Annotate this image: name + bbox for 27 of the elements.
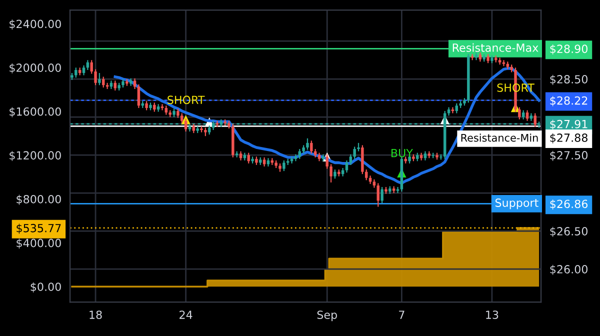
y-tick-label: $800.00: [16, 194, 61, 205]
y2-tick-label: $26.86: [550, 200, 588, 210]
y2-tick-label: $28.22: [550, 96, 588, 106]
y2-tick-label: $26.00: [550, 264, 588, 275]
data-label: SHORT: [168, 96, 205, 104]
ref-line-label: Support: [495, 198, 538, 210]
legend-label: Resistance-Min: [461, 134, 538, 142]
data-label: BUY: [392, 149, 413, 158]
y2-tick-label: $27.50: [550, 150, 588, 161]
ref-line-label: Resistance-Max: [452, 43, 538, 52]
y2-tick-label: $28.50: [550, 74, 588, 85]
y2-tick-label: $26.50: [550, 226, 588, 237]
y-tick-label: $535.77: [16, 224, 61, 234]
y-tick-label: $2000.00: [10, 63, 61, 74]
y2-tick-label: $28.90: [550, 44, 588, 55]
x-tick-label: Sep: [317, 310, 337, 322]
x-tick-label: 7: [399, 310, 404, 319]
y-tick-label: $0.00: [30, 282, 61, 292]
y-tick-label: $400.00: [16, 238, 61, 249]
x-tick-label: 18: [90, 310, 102, 319]
y-tick-label: $2400.00: [10, 20, 61, 30]
x-tick-label: 24: [180, 310, 192, 319]
y2-tick-label: $27.91: [550, 120, 588, 130]
text: $27.88: [550, 133, 588, 144]
x-tick-label: 13: [486, 310, 498, 319]
y-tick-label: $1600.00: [10, 107, 61, 118]
y-tick-label: $1200.00: [10, 150, 61, 162]
